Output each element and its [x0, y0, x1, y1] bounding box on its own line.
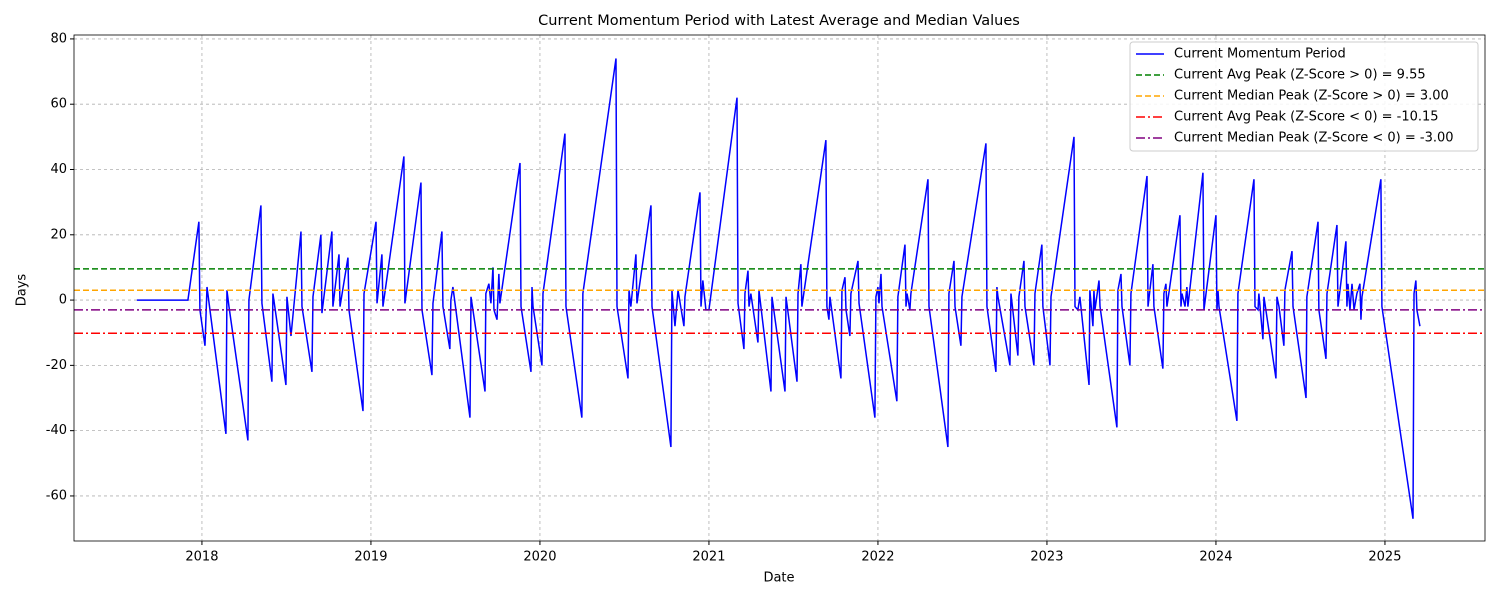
legend-label: Current Median Peak (Z-Score < 0) = -3.0… [1174, 131, 1454, 146]
plot-frame [73, 34, 1486, 542]
legend-label: Current Momentum Period [1174, 47, 1346, 62]
x-tick-label: 2021 [692, 550, 725, 565]
x-tick-label: 2024 [1199, 550, 1232, 565]
x-tick-label: 2023 [1030, 550, 1063, 565]
legend-label: Current Avg Peak (Z-Score < 0) = -10.15 [1174, 110, 1439, 125]
y-tick-label: -20 [46, 358, 67, 373]
y-axis-label: Days [15, 274, 30, 307]
y-tick-label: -60 [46, 488, 67, 503]
series-line [136, 58, 1421, 519]
y-tick-label: 20 [50, 227, 67, 242]
legend-label: Current Median Peak (Z-Score > 0) = 3.00 [1174, 89, 1449, 104]
chart-title: Current Momentum Period with Latest Aver… [538, 13, 1020, 29]
x-axis-label: Date [763, 571, 794, 586]
y-tick-label: 80 [50, 31, 67, 46]
legend-label: Current Avg Peak (Z-Score > 0) = 9.55 [1174, 68, 1426, 83]
y-tick-label: -40 [46, 423, 67, 438]
legend-box [1129, 41, 1479, 152]
y-tick-label: 60 [50, 97, 67, 112]
x-tick-label: 2025 [1368, 550, 1401, 565]
y-tick-label: 40 [50, 162, 67, 177]
x-tick-label: 2018 [185, 550, 218, 565]
y-tick-label: 0 [59, 293, 67, 308]
x-tick-label: 2022 [861, 550, 894, 565]
x-tick-label: 2020 [523, 550, 556, 565]
x-tick-label: 2019 [354, 550, 387, 565]
